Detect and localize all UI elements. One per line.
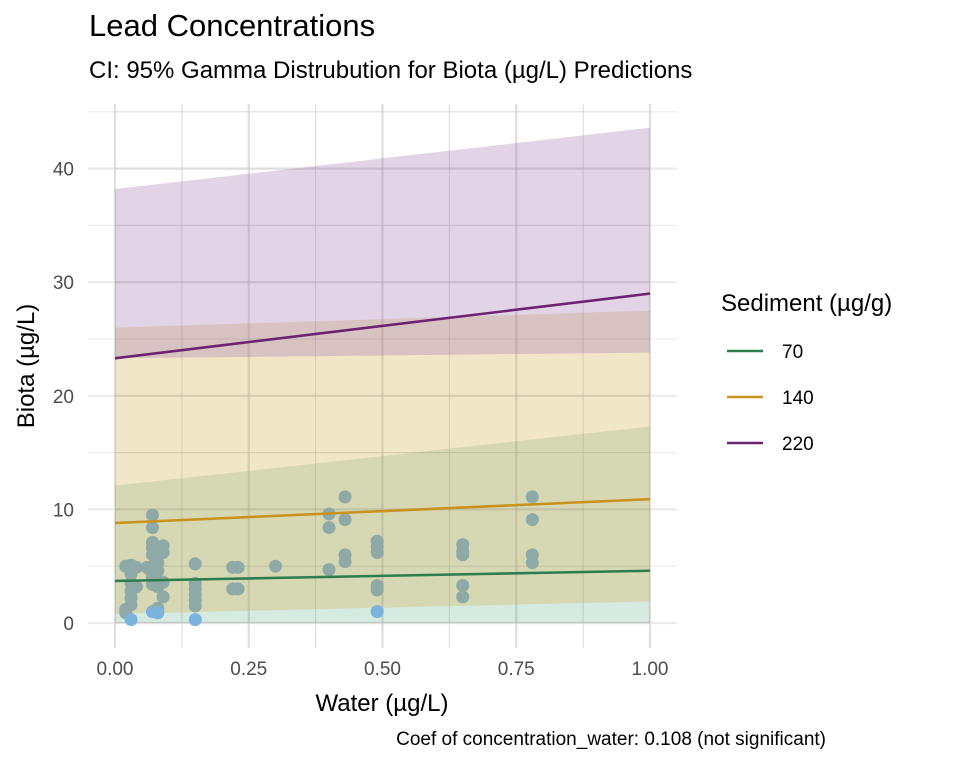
- legend-label: 70: [782, 342, 803, 363]
- data-point: [124, 598, 138, 612]
- data-point: [188, 557, 202, 571]
- y-tick-label: 0: [63, 614, 74, 635]
- legend: Sediment (µg/g) 70 140 220: [721, 290, 892, 455]
- x-tick-label: 1.00: [632, 659, 669, 680]
- legend-item-70: 70: [727, 342, 803, 363]
- gridlines-overlay: [113, 104, 652, 648]
- x-tick-label: 0.50: [364, 659, 401, 680]
- data-point: [525, 556, 539, 570]
- data-point: [456, 579, 470, 593]
- y-axis-title: Biota (µg/L): [13, 304, 40, 429]
- data-point: [231, 560, 245, 574]
- y-axis-ticks: 0 10 20 30 40: [53, 160, 74, 635]
- data-point: [525, 513, 539, 527]
- legend-label: 140: [782, 388, 814, 409]
- fit-line-140: [114, 497, 651, 525]
- data-point: [129, 580, 143, 594]
- data-point: [370, 605, 384, 619]
- y-tick-label: 10: [53, 500, 74, 521]
- data-point: [124, 613, 138, 627]
- data-point: [322, 521, 336, 535]
- chart-subtitle: CI: 95% Gamma Distrubution for Biota (µg…: [89, 57, 693, 84]
- data-point: [188, 613, 202, 627]
- chart-caption: Coef of concentration_water: 0.108 (not …: [396, 729, 826, 750]
- data-point: [156, 590, 170, 604]
- data-point: [338, 555, 352, 569]
- chart-title: Lead Concentrations: [89, 8, 376, 43]
- data-point: [151, 564, 165, 578]
- legend-item-220: 220: [727, 434, 814, 455]
- data-point: [370, 546, 384, 560]
- y-tick-label: 30: [53, 273, 74, 294]
- y-tick-label: 40: [53, 160, 74, 181]
- fit-line-220: [114, 292, 651, 360]
- data-point: [145, 508, 159, 522]
- data-point: [322, 563, 336, 577]
- x-tick-label: 0.00: [97, 659, 134, 680]
- legend-title: Sediment (µg/g): [721, 290, 892, 317]
- data-point: [370, 583, 384, 597]
- x-tick-label: 0.25: [230, 659, 267, 680]
- data-point: [269, 559, 282, 573]
- legend-item-140: 140: [727, 388, 814, 409]
- x-axis-ticks: 0.00 0.25 0.50 0.75 1.00: [97, 659, 669, 680]
- fit-line-70: [114, 569, 651, 583]
- data-point: [456, 590, 470, 604]
- data-point: [156, 575, 170, 589]
- legend-label: 220: [782, 434, 814, 455]
- data-point: [231, 582, 245, 596]
- data-point: [525, 490, 539, 504]
- gridlines: [88, 104, 677, 648]
- y-tick-label: 20: [53, 387, 74, 408]
- data-point: [338, 490, 352, 504]
- ci-band-140: [115, 310, 650, 614]
- x-axis-title: Water (µg/L): [316, 690, 449, 717]
- ci-band-220: [115, 127, 650, 359]
- data-point: [156, 546, 170, 560]
- fit-lines: [114, 292, 651, 583]
- data-points: [119, 490, 539, 627]
- x-tick-label: 0.75: [498, 659, 535, 680]
- data-point: [129, 560, 143, 574]
- data-point: [338, 513, 352, 527]
- data-point: [145, 521, 159, 535]
- data-point: [151, 606, 165, 620]
- data-point: [188, 599, 202, 613]
- data-point: [456, 548, 470, 562]
